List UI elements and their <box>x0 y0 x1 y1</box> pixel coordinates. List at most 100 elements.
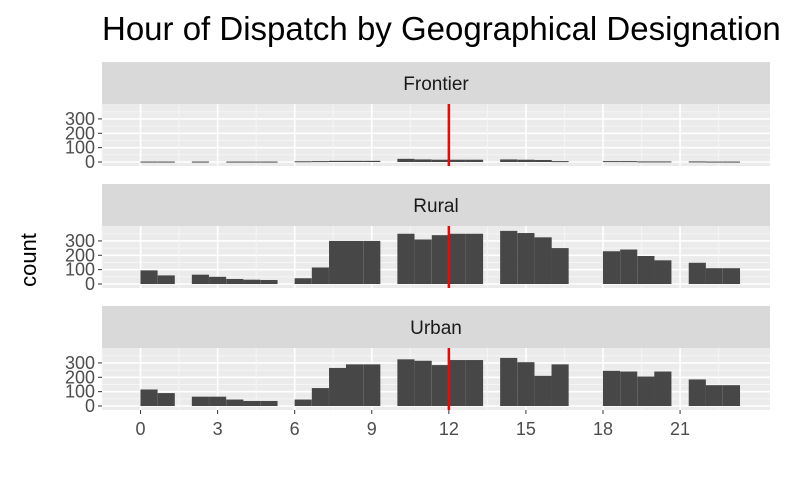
histogram-bar <box>448 159 466 162</box>
histogram-bar <box>534 237 552 284</box>
histogram-bar <box>191 161 209 163</box>
histogram-bar <box>294 161 312 163</box>
histogram-bar <box>500 230 518 284</box>
histogram-bar <box>345 240 364 284</box>
histogram-bar <box>500 159 518 162</box>
histogram-bar <box>140 270 158 284</box>
x-tick-label: 15 <box>516 419 536 439</box>
histogram-bar <box>705 161 723 163</box>
histogram-bar <box>260 279 278 284</box>
histogram-bar <box>551 248 569 284</box>
x-tick-label: 12 <box>439 419 459 439</box>
y-tick-label: 300 <box>65 109 95 129</box>
histogram-bar <box>363 160 381 162</box>
histogram-bar <box>688 161 706 163</box>
histogram-bar <box>311 161 329 163</box>
x-axis: 0 3 6 9 12 15 18 21 <box>136 410 690 439</box>
y-tick-label: 100 <box>65 382 95 402</box>
x-tick-label: 21 <box>670 419 690 439</box>
histogram-bar <box>191 274 209 284</box>
histogram-bar <box>243 161 261 163</box>
histogram-bar <box>140 161 158 163</box>
histogram-bar <box>226 399 244 406</box>
histogram-bar <box>722 161 741 163</box>
histogram-bar <box>363 364 381 406</box>
histogram-bar <box>654 371 672 406</box>
histogram-bar <box>465 233 484 284</box>
histogram-bar <box>243 400 261 406</box>
facet-strip <box>102 184 770 226</box>
histogram-bar <box>602 370 621 406</box>
histogram-bar <box>397 233 415 284</box>
histogram-bar <box>414 360 432 406</box>
facet-strip-label: Urban <box>410 318 462 339</box>
y-tick-label: 200 <box>65 123 95 143</box>
histogram-bar <box>329 367 347 406</box>
histogram-bar <box>705 268 723 284</box>
x-tick-label: 3 <box>213 419 223 439</box>
histogram-bar <box>431 235 449 284</box>
histogram-bar <box>551 161 569 163</box>
histogram-bar <box>534 375 552 406</box>
histogram-bar <box>517 233 535 284</box>
facet-strip <box>102 62 770 104</box>
histogram-bar <box>191 396 209 406</box>
histogram-bar <box>602 161 621 163</box>
y-axis-title: count <box>16 233 41 287</box>
histogram-bar <box>311 388 329 406</box>
histogram-bar <box>500 357 518 406</box>
histogram-bar <box>157 393 175 406</box>
histogram-bar <box>620 249 638 284</box>
y-tick-label: 0 <box>85 152 95 172</box>
histogram-bar <box>688 379 706 406</box>
histogram-bar <box>209 276 227 284</box>
histogram-bar <box>294 278 312 284</box>
histogram-bar <box>431 365 449 406</box>
histogram-bar <box>431 159 449 162</box>
y-tick-label: 200 <box>65 367 95 387</box>
y-tick-label: 100 <box>65 138 95 158</box>
histogram-bar <box>637 256 655 284</box>
histogram-bar <box>465 159 484 162</box>
histogram-bar <box>209 396 227 406</box>
histogram-bar <box>397 359 415 406</box>
y-tick-label: 300 <box>65 353 95 373</box>
histogram-bar <box>414 159 432 162</box>
histogram-bar <box>654 161 672 163</box>
histogram-bar <box>534 159 552 162</box>
x-tick-label: 18 <box>593 419 613 439</box>
histogram-bar <box>620 371 638 406</box>
y-tick-label: 0 <box>85 274 95 294</box>
histogram-bar <box>688 262 706 284</box>
x-tick-label: 9 <box>367 419 377 439</box>
histogram-bar <box>397 158 415 162</box>
histogram-bar <box>722 385 741 406</box>
x-tick-label: 0 <box>136 419 146 439</box>
y-tick-label: 0 <box>85 396 95 416</box>
histogram-bar <box>311 267 329 284</box>
histogram-bar <box>329 160 347 162</box>
histogram-bar <box>157 161 175 163</box>
y-tick-label: 200 <box>65 245 95 265</box>
histogram-bar <box>226 278 244 284</box>
histogram-bar <box>517 362 535 406</box>
histogram-bar <box>448 233 466 284</box>
facet-strip <box>102 306 770 348</box>
histogram-bar <box>226 161 244 163</box>
histogram-bar <box>551 364 569 406</box>
histogram-bar <box>654 260 672 284</box>
histogram-bar <box>722 268 741 284</box>
histogram-bar <box>465 360 484 406</box>
histogram-bar <box>620 161 638 163</box>
histogram-bar <box>345 364 364 406</box>
histogram-bar <box>329 240 347 284</box>
panel-background <box>102 104 770 166</box>
histogram-bar <box>637 376 655 406</box>
histogram-bar <box>140 389 158 406</box>
facet-strip-label: Frontier <box>403 74 469 95</box>
histogram-bar <box>294 399 312 406</box>
